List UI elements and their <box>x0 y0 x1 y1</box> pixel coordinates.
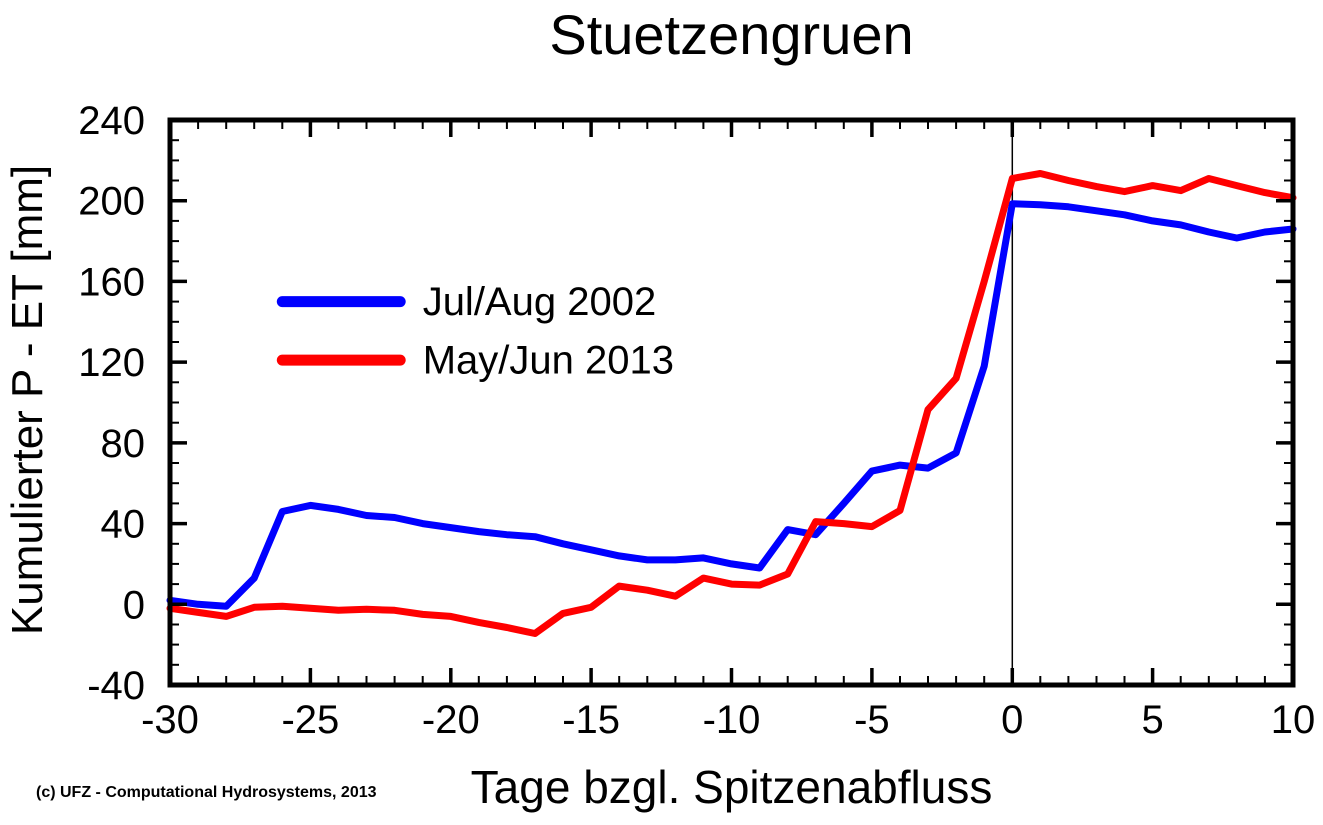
x-axis-label: Tage bzgl. Spitzenabfluss <box>470 761 993 813</box>
y-tick-label: 80 <box>101 422 146 466</box>
y-tick-label: 240 <box>78 99 145 143</box>
x-tick-label: 10 <box>1271 698 1316 742</box>
x-tick-label: -20 <box>422 698 480 742</box>
x-tick-label: -30 <box>141 698 199 742</box>
y-tick-label: -40 <box>87 664 145 708</box>
copyright-note: (c) UFZ - Computational Hydrosystems, 20… <box>36 784 377 801</box>
x-tick-label: 5 <box>1141 698 1163 742</box>
series-line-1 <box>166 170 1297 637</box>
y-tick-label: 120 <box>78 341 145 385</box>
x-tick-label: 0 <box>1001 698 1023 742</box>
x-tick-label: -25 <box>281 698 339 742</box>
y-tick-label: 200 <box>78 180 145 224</box>
series-line-0 <box>166 200 1297 610</box>
legend-label-0: Jul/Aug 2002 <box>423 280 657 324</box>
axis-frame <box>167 117 1296 688</box>
y-tick-label: 40 <box>101 503 146 547</box>
x-tick-label: -15 <box>562 698 620 742</box>
legend-label-1: May/Jun 2013 <box>423 339 674 383</box>
chart-title: Stuetzengruen <box>549 3 914 66</box>
x-tick-label: -10 <box>703 698 761 742</box>
x-tick-label: -5 <box>854 698 890 742</box>
y-tick-label: 0 <box>123 583 145 627</box>
y-tick-label: 160 <box>78 260 145 304</box>
